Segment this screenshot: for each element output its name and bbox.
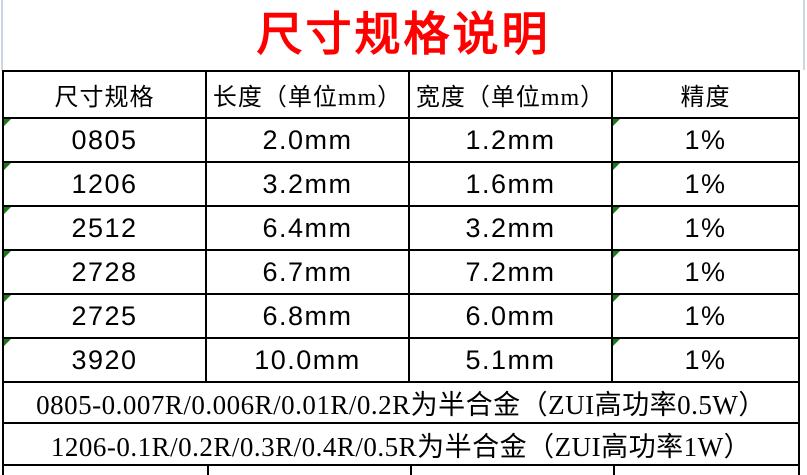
- error-indicator-icon: [613, 339, 620, 346]
- cell-value: 6.0mm: [465, 300, 556, 331]
- title-cell: 尺寸规格说明: [0, 0, 807, 70]
- cell-value: 6.7mm: [262, 256, 353, 287]
- cell-value: 1%: [684, 256, 727, 287]
- cell-precision-row5: 1%: [613, 295, 798, 339]
- header-cell-length: 长度（单位mm）: [207, 72, 410, 119]
- column-border-tick: [410, 466, 412, 475]
- cell-precision-row4: 1%: [613, 251, 798, 295]
- cell-value: 3.2mm: [262, 168, 353, 199]
- cell-value: 1%: [684, 124, 727, 155]
- cell-width-row5: 6.0mm: [410, 295, 613, 339]
- error-indicator-icon: [613, 251, 620, 258]
- note-row-halfalloy-0805: 0805-0.007R/0.006R/0.01R/0.2R为半合金（ZUI高功率…: [4, 383, 798, 424]
- cell-width-row4: 7.2mm: [410, 251, 613, 295]
- cell-precision-row1: 1%: [613, 119, 798, 163]
- cell-width-row1: 1.2mm: [410, 119, 613, 163]
- cell-value: 3.2mm: [465, 212, 556, 243]
- error-indicator-icon: [4, 251, 11, 258]
- cell-size-row3: 2512: [4, 207, 207, 251]
- cell-value: 1.2mm: [465, 124, 556, 155]
- error-indicator-icon: [613, 163, 620, 170]
- cell-value: 2.0mm: [262, 124, 353, 155]
- cell-length-row1: 2.0mm: [207, 119, 410, 163]
- cell-width-row2: 1.6mm: [410, 163, 613, 207]
- cell-length-row4: 6.7mm: [207, 251, 410, 295]
- error-indicator-icon: [613, 119, 620, 126]
- cell-value: 10.0mm: [254, 344, 361, 375]
- cell-length-row6: 10.0mm: [207, 339, 410, 383]
- column-border-tick: [207, 466, 209, 475]
- header-cell-width: 宽度（单位mm）: [410, 72, 613, 119]
- cell-value: 2728: [71, 256, 138, 287]
- cell-value: 1.6mm: [465, 168, 556, 199]
- error-indicator-icon: [4, 163, 11, 170]
- cell-value: 1%: [684, 168, 727, 199]
- cell-precision-row6: 1%: [613, 339, 798, 383]
- header-label: 精度: [680, 85, 731, 111]
- gridline: [1, 0, 3, 70]
- cell-value: 1%: [684, 344, 727, 375]
- header-label: 宽度（单位mm）: [415, 85, 606, 111]
- header-label: 长度（单位mm）: [212, 85, 403, 111]
- cell-value: 5.1mm: [465, 344, 556, 375]
- cell-length-row2: 3.2mm: [207, 163, 410, 207]
- column-border-tick: [613, 466, 615, 475]
- size-spec-table: 尺寸规格 长度（单位mm） 宽度（单位mm） 精度 0805 2.0mm 1.2…: [2, 70, 800, 466]
- note-text: 1206-0.1R/0.2R/0.3R/0.4R/0.5R为半合金（ZUI高功率…: [50, 431, 752, 462]
- gridline: [803, 0, 805, 70]
- cell-value: 6.8mm: [262, 300, 353, 331]
- note-row-halfalloy-1206: 1206-0.1R/0.2R/0.3R/0.4R/0.5R为半合金（ZUI高功率…: [4, 424, 798, 464]
- cell-value: 1%: [684, 300, 727, 331]
- cell-size-row2: 1206: [4, 163, 207, 207]
- cell-size-row5: 2725: [4, 295, 207, 339]
- cell-value: 0805: [71, 124, 138, 155]
- cell-size-row4: 2728: [4, 251, 207, 295]
- cell-value: 2512: [71, 212, 138, 243]
- cell-size-row6: 3920: [4, 339, 207, 383]
- note-text: 0805-0.007R/0.006R/0.01R/0.2R为半合金（ZUI高功率…: [36, 390, 766, 420]
- error-indicator-icon: [4, 339, 11, 346]
- error-indicator-icon: [613, 295, 620, 302]
- cell-precision-row3: 1%: [613, 207, 798, 251]
- page-title: 尺寸规格说明: [256, 9, 551, 60]
- header-label: 尺寸规格: [54, 85, 155, 111]
- cell-length-row5: 6.8mm: [207, 295, 410, 339]
- cell-value: 3920: [71, 344, 138, 375]
- next-row-stub: [2, 466, 800, 475]
- header-cell-size-spec: 尺寸规格: [4, 72, 207, 119]
- header-cell-precision: 精度: [613, 72, 798, 119]
- cell-size-row1: 0805: [4, 119, 207, 163]
- error-indicator-icon: [4, 207, 11, 214]
- cell-width-row6: 5.1mm: [410, 339, 613, 383]
- cell-value: 2725: [71, 300, 138, 331]
- error-indicator-icon: [4, 119, 11, 126]
- cell-length-row3: 6.4mm: [207, 207, 410, 251]
- error-indicator-icon: [613, 207, 620, 214]
- cell-precision-row2: 1%: [613, 163, 798, 207]
- cell-value: 1%: [684, 212, 727, 243]
- cell-value: 7.2mm: [465, 256, 556, 287]
- cell-width-row3: 3.2mm: [410, 207, 613, 251]
- error-indicator-icon: [4, 295, 11, 302]
- cell-value: 1206: [71, 168, 138, 199]
- cell-value: 6.4mm: [262, 212, 353, 243]
